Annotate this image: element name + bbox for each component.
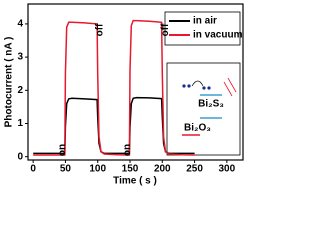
inset-label: Bi₂S₃	[198, 99, 224, 110]
electron	[202, 86, 206, 90]
y-tick-label: 4	[17, 19, 23, 30]
y-tick-label: 1	[17, 118, 23, 129]
annotation: off	[160, 23, 171, 36]
x-tick-label: 300	[219, 164, 236, 175]
x-tick-label: 150	[122, 164, 139, 175]
annotation: on	[122, 144, 133, 156]
legend-label: in vacuum	[193, 30, 243, 41]
y-axis-label: Photocurrent ( nA )	[4, 37, 15, 128]
series-line	[33, 19, 195, 156]
annotation: on	[57, 144, 68, 156]
y-tick-label: 0	[17, 151, 23, 162]
y-tick-label: 2	[17, 85, 23, 96]
electron	[182, 84, 186, 88]
legend-label: in air	[193, 16, 217, 27]
x-tick-label: 100	[89, 164, 106, 175]
x-tick-label: 250	[186, 164, 203, 175]
arrow	[227, 77, 237, 93]
legend-frame	[164, 11, 241, 46]
annotation: off	[94, 23, 105, 36]
x-axis-label: Time ( s )	[113, 176, 157, 187]
x-tick-label: 0	[30, 164, 36, 175]
inset-label: Bi₂O₃	[184, 123, 211, 134]
x-tick-label: 200	[154, 164, 171, 175]
electron	[207, 86, 211, 90]
arrow	[191, 80, 204, 87]
arrow	[223, 81, 233, 97]
electron	[187, 84, 191, 88]
inset: Bi₂S₃ Bi₂O₃	[166, 62, 241, 156]
chart: Time ( s ) Photocurrent ( nA ) Bi₂S₃ Bi₂…	[4, 3, 244, 187]
y-tick-label: 3	[17, 52, 23, 63]
x-tick-label: 50	[60, 164, 72, 175]
